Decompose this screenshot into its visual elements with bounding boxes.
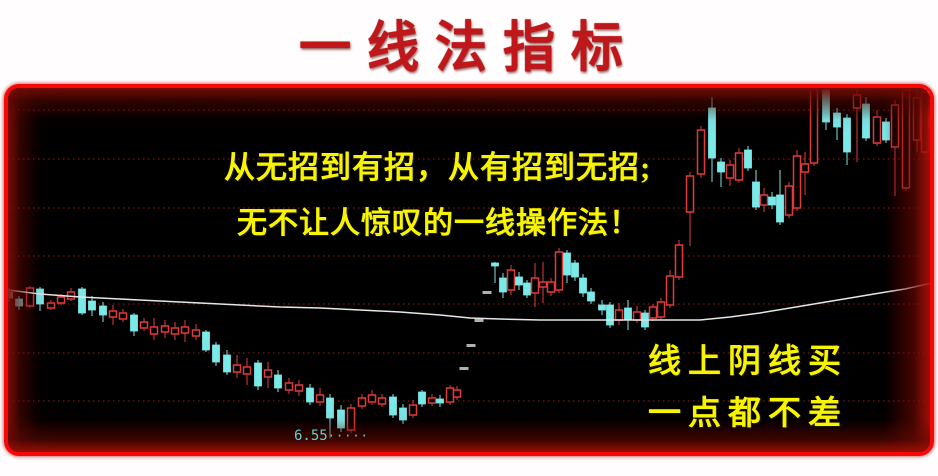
page-title: 一线法指标	[298, 18, 639, 79]
chart-frame: 从无招到有招，从有招到无招; 无不让人惊叹的一线操作法！ 线上阴线买 一点都不差…	[4, 84, 934, 456]
title-bar: 一线法指标	[0, 0, 938, 84]
candlestick-chart	[8, 88, 930, 438]
